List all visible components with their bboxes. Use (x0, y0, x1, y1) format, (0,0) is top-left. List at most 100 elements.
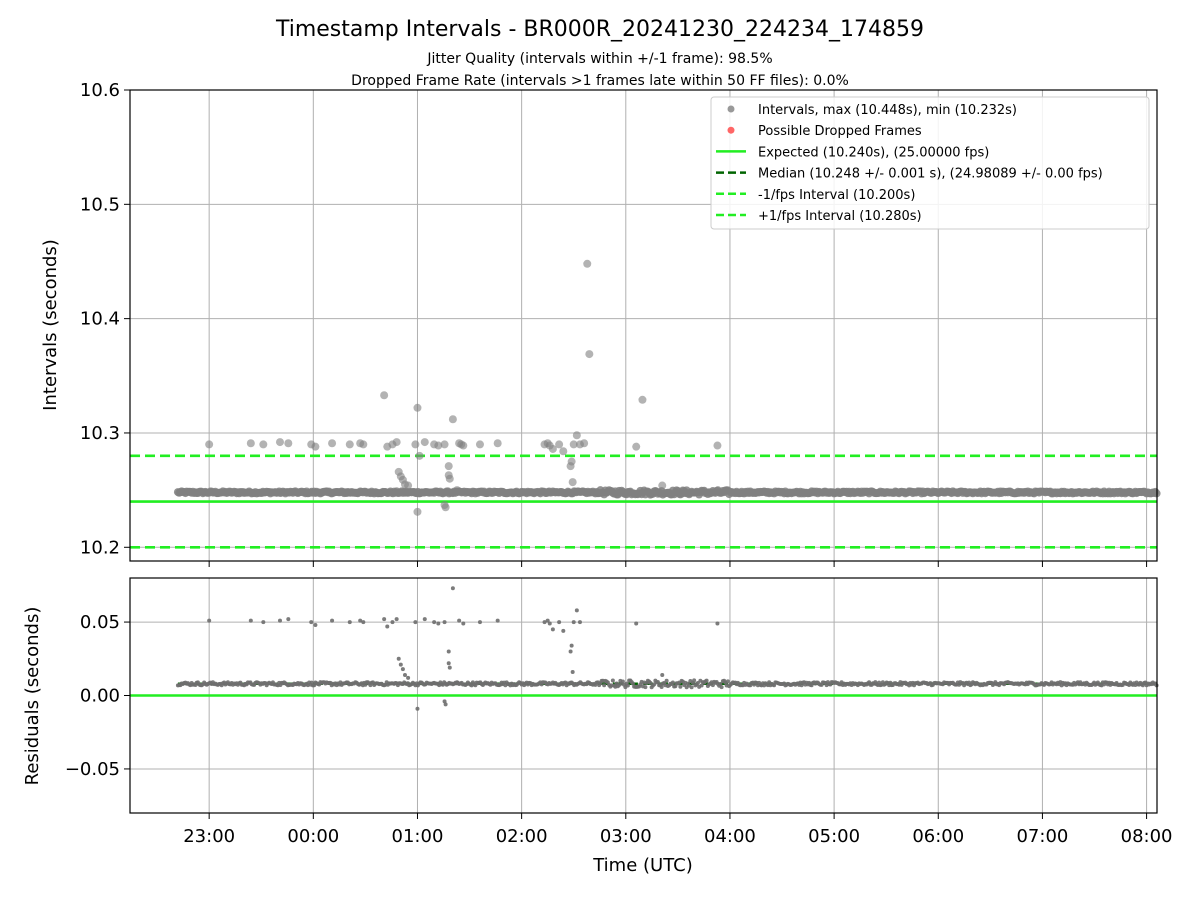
intervals-y-tick-label-0: 10.2 (80, 537, 120, 558)
intervals-outlier-point-56 (638, 395, 647, 404)
residuals-outlier-point-13 (390, 620, 395, 625)
intervals-outlier-point-53 (583, 259, 592, 268)
x-tick-label-9: 08:00 (1121, 826, 1173, 847)
residuals-outlier-point-9 (358, 618, 363, 623)
residuals-outlier-point-39 (547, 621, 552, 626)
intervals-outlier-point-7 (328, 439, 337, 448)
residuals-outlier-point-50 (660, 672, 665, 677)
residuals-y-tick-label-0: −0.05 (65, 759, 120, 780)
residuals-band-point (719, 685, 724, 690)
intervals-outlier-point-11 (380, 391, 389, 400)
residuals-band-point (602, 683, 607, 688)
residuals-outlier-point-44 (569, 643, 574, 648)
residuals-outlier-point-40 (550, 627, 555, 632)
residuals-outlier-point-29 (446, 661, 451, 666)
residuals-outlier-point-18 (402, 672, 407, 677)
residuals-outlier-point-8 (347, 620, 352, 625)
legend-label-3: Median (10.248 +/- 0.001 s), (24.98089 +… (758, 167, 1103, 182)
intervals-outlier-point-49 (569, 440, 578, 449)
intervals-outlier-point-23 (413, 507, 422, 516)
intervals-outlier-point-39 (493, 439, 502, 448)
intervals-outlier-point-29 (441, 503, 450, 512)
residuals-band-point (610, 678, 615, 683)
x-tick-label-4: 03:00 (600, 826, 652, 847)
residuals-outlier-point-14 (394, 617, 399, 622)
intervals-outlier-point-50 (572, 431, 581, 440)
residuals-band-point (670, 680, 675, 685)
residuals-outlier-point-42 (561, 628, 566, 633)
intervals-outlier-point-14 (392, 438, 401, 447)
intervals-outlier-point-55 (632, 442, 641, 451)
residuals-outlier-point-11 (382, 617, 387, 622)
x-tick-label-8: 07:00 (1016, 826, 1068, 847)
intervals-outlier-point-26 (434, 441, 443, 450)
residuals-outlier-point-36 (495, 618, 500, 623)
intervals-outlier-point-24 (420, 438, 429, 447)
legend-label-2: Expected (10.240s), (25.00000 fps) (758, 145, 989, 160)
residuals-band-point (643, 685, 648, 690)
intervals-outlier-point-27 (440, 440, 449, 449)
intervals-outlier-point-30 (444, 462, 453, 471)
intervals-x-ticks (208, 561, 1148, 567)
residuals-outlier-point-32 (455, 680, 460, 685)
residuals-band-point (673, 684, 678, 689)
residuals-band-point (630, 681, 635, 686)
residuals-band-point (725, 679, 730, 684)
residuals-band-point (659, 684, 664, 689)
residuals-band-point (620, 679, 625, 684)
residuals-outlier-point-21 (415, 706, 420, 711)
residuals-outlier-point-38 (545, 618, 550, 623)
residuals-outlier-point-4 (286, 617, 291, 622)
intervals-outlier-point-2 (259, 440, 268, 449)
intervals-panel: 10.2 10.3 10.4 10.5 10.6 Intervals (seconds)… (40, 80, 1161, 567)
intervals-y-tick-label-3: 10.5 (80, 194, 120, 215)
legend-items: Intervals, max (10.448s), min (10.232s) P… (716, 103, 1103, 224)
residuals-band-point (689, 685, 694, 690)
residuals-outlier-point-41 (557, 620, 562, 625)
residuals-y-axis-label: Residuals (seconds) (22, 607, 43, 786)
intervals-outlier-point-57 (658, 481, 667, 490)
intervals-outlier-point-58 (713, 441, 722, 450)
residuals-panel: −0.05 0.00 0.05 23:00 00:00 01:00 02:00 03:00 0… (22, 577, 1173, 876)
chart-subtitle-dropped: Dropped Frame Rate (intervals >1 frames … (351, 73, 849, 89)
intervals-outlier-point-4 (284, 439, 293, 448)
legend-marker-0 (727, 105, 735, 113)
residuals-outlier-point-0 (207, 618, 212, 623)
residuals-outlier-point-30 (447, 665, 452, 670)
legend-label-5: +1/fps Interval (10.280s) (758, 209, 922, 224)
residuals-outlier-point-37 (542, 620, 547, 625)
intervals-outlier-point-38 (475, 440, 484, 449)
residuals-outlier-point-27 (443, 702, 448, 707)
x-tick-label-5: 04:00 (704, 826, 756, 847)
residuals-outlier-point-16 (398, 662, 403, 667)
intervals-outlier-point-21 (413, 403, 422, 412)
intervals-outlier-point-22 (415, 451, 424, 460)
x-tick-label-3: 02:00 (496, 826, 548, 847)
residuals-outlier-point-5 (309, 620, 314, 625)
intervals-outlier-point-6 (311, 442, 320, 451)
residuals-outlier-point-35 (477, 620, 482, 625)
x-tick-label-7: 06:00 (912, 826, 964, 847)
residuals-outlier-point-12 (385, 624, 390, 629)
intervals-outlier-point-54 (585, 350, 594, 359)
residuals-outlier-point-33 (457, 618, 462, 623)
chart-subtitle-jitter: Jitter Quality (intervals within +/-1 fr… (426, 51, 772, 67)
chart-title: Timestamp Intervals - BR000R_20241230_22… (275, 17, 924, 42)
residuals-x-ticks: 23:00 00:00 01:00 02:00 03:00 04:00 05:00 06:00… (183, 813, 1173, 847)
residuals-outlier-point-15 (396, 656, 401, 661)
intervals-outlier-point-45 (559, 447, 568, 456)
residuals-outlier-point-51 (715, 621, 720, 626)
x-tick-label-0: 23:00 (183, 826, 235, 847)
residuals-band-point (692, 678, 697, 683)
residuals-band-point (648, 680, 653, 685)
intervals-reference-lines (130, 454, 1157, 549)
intervals-outlier-point-44 (555, 440, 564, 449)
residuals-outlier-point-31 (450, 586, 455, 591)
residuals-outlier-point-7 (330, 618, 335, 623)
intervals-outlier-point-52 (580, 439, 589, 448)
intervals-points (173, 259, 1161, 516)
intervals-outlier-point-33 (448, 415, 457, 424)
residuals-outlier-point-1 (248, 618, 253, 623)
